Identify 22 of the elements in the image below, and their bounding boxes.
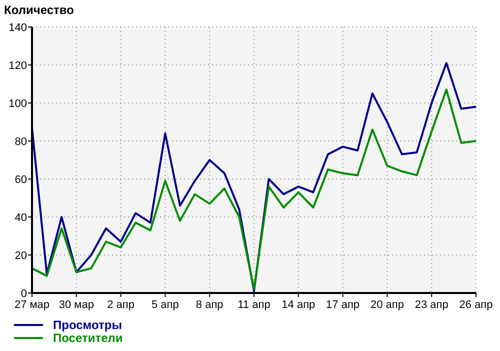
legend-label: Просмотры bbox=[53, 318, 122, 332]
y-tick-label: 20 bbox=[14, 250, 27, 262]
x-tick-label: 11 апр bbox=[238, 299, 270, 311]
x-tick-label: 23 апр bbox=[414, 299, 448, 311]
y-tick-label: 80 bbox=[14, 136, 27, 148]
legend-label: Посетители bbox=[53, 331, 123, 346]
y-tick-label: 140 bbox=[8, 22, 27, 34]
x-tick-label: 20 апр bbox=[370, 299, 404, 311]
x-tick-label: 30 мар bbox=[58, 299, 94, 311]
x-tick-label: 17 апр bbox=[326, 299, 360, 311]
x-tick-label: 14 апр bbox=[282, 299, 316, 311]
x-tick-label: 8 апр bbox=[196, 299, 224, 311]
y-tick-label: 0 bbox=[20, 288, 27, 300]
y-tick-label: 100 bbox=[8, 98, 27, 110]
y-tick-label: 40 bbox=[14, 212, 27, 224]
x-tick-label: 5 апр bbox=[152, 299, 179, 311]
y-tick-label: 120 bbox=[8, 60, 27, 72]
x-tick-label: 26 апр bbox=[459, 299, 493, 311]
x-tick-label: 2 апр bbox=[107, 299, 134, 311]
y-axis-title: Количество bbox=[4, 3, 74, 17]
y-tick-label: 60 bbox=[14, 174, 27, 186]
x-tick-label: 27 мар bbox=[14, 299, 50, 311]
